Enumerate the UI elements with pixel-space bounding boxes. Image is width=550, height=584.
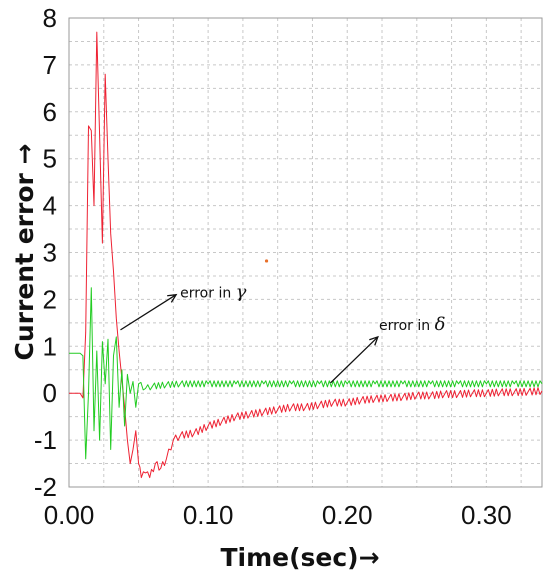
x-tick-labels: 0.00 0.10 0.20 0.30: [44, 500, 512, 530]
y-tick-label: 1: [43, 331, 57, 361]
series-line: [69, 287, 543, 460]
x-tick-label: 0.20: [322, 500, 373, 530]
data-series: [69, 31, 543, 479]
plot-border: [68, 17, 543, 488]
annotation-symbol: δ: [435, 314, 446, 335]
x-tick-label: 0.10: [183, 500, 234, 530]
annotation-arrow: [330, 336, 379, 384]
y-tick-label: 0: [43, 378, 57, 408]
y-tick-label: 8: [43, 3, 57, 33]
y-tick-label: 2: [43, 284, 57, 314]
y-tick-label: 4: [43, 191, 57, 221]
y-tick-label: 7: [43, 50, 57, 80]
series-line: [69, 31, 543, 479]
y-tick-label: 5: [43, 144, 57, 174]
y-tick-label: 6: [43, 97, 57, 127]
annotations: error in γ error in δ: [120, 281, 445, 384]
annotation-arrow: [120, 294, 177, 331]
stray-dot: [264, 259, 269, 263]
y-tick-labels: -2 -1 0 1 2 3 4 5 6 7 8: [34, 3, 57, 502]
annotation-arrowhead: [167, 293, 178, 303]
y-axis-title: Current error →: [10, 144, 39, 361]
y-tick-label: 3: [43, 238, 57, 268]
annotation-label: error in δ: [379, 314, 445, 335]
y-tick-label: -2: [34, 472, 57, 502]
annotation-arrowhead: [369, 335, 379, 346]
x-tick-label: 0.00: [44, 500, 95, 530]
x-axis-title: Time(sec)→: [220, 543, 379, 572]
stray-marks: [264, 259, 269, 263]
x-tick-label: 0.30: [461, 500, 512, 530]
y-tick-label: -1: [34, 425, 57, 455]
annotation-label: error in γ: [180, 281, 247, 302]
annotation-symbol: γ: [236, 281, 247, 302]
grid: [68, 17, 543, 488]
